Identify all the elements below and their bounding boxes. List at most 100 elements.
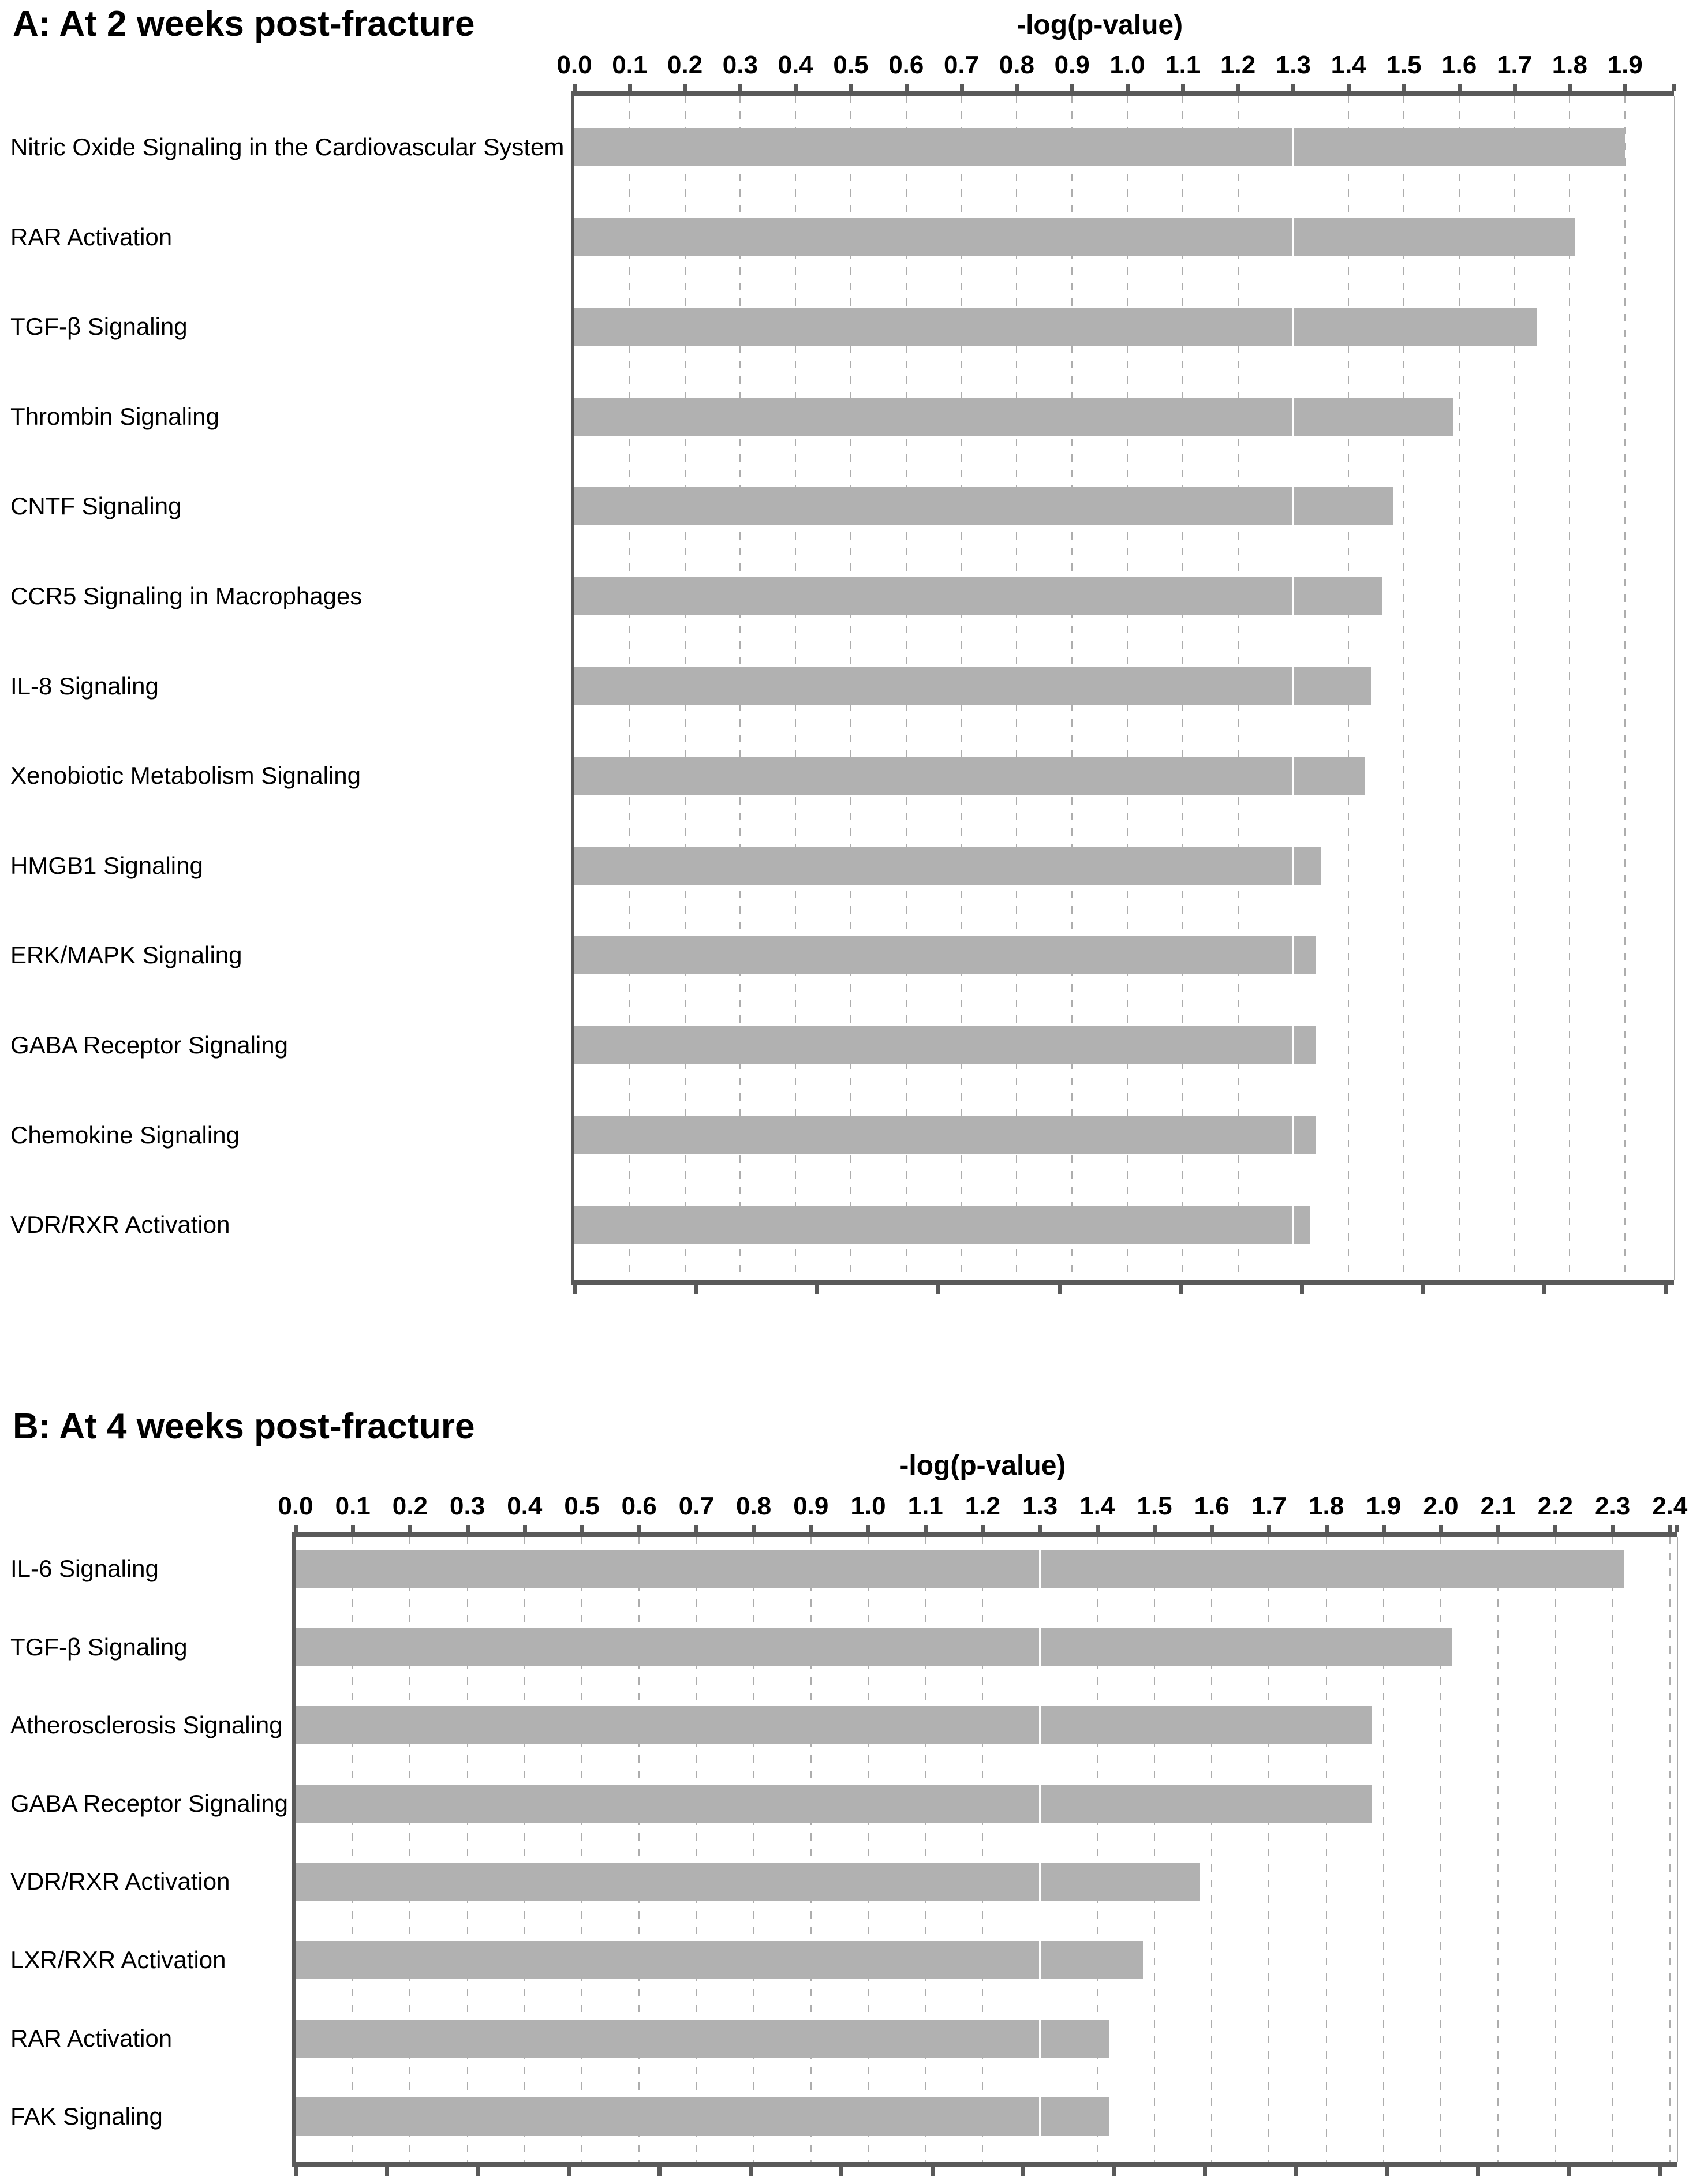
x-axis-tick-label: 1.2 [965,1492,1000,1520]
bottom-axis-tick [1567,2167,1571,2176]
x-axis-tick [1267,1525,1272,1532]
y-axis-line-left [571,91,574,1285]
x-axis-tick-label: 0.0 [556,51,592,79]
chart-a-section-title: A: At 2 weeks post-fracture [13,4,475,44]
x-axis-tick-label: 0.3 [450,1492,485,1520]
x-axis-tick [580,1525,584,1532]
category-label: VDR/RXR Activation [10,1211,230,1239]
bottom-axis-tick [573,1285,577,1294]
bar [574,757,1365,795]
category-label: VDR/RXR Activation [10,1868,230,1895]
x-axis-tick [522,1525,527,1532]
x-axis-tick-label: 1.1 [907,1492,943,1520]
x-axis-tick-label: 0.5 [833,51,869,79]
category-label: Chemokine Signaling [10,1121,240,1149]
x-axis-tick [1291,84,1296,91]
bottom-axis-tick [1300,1285,1304,1294]
x-axis-tick-label: 0.2 [667,51,703,79]
gridline [1555,1537,1556,2162]
gridline [1096,1537,1098,2162]
bottom-axis-tick [294,2167,298,2176]
bar [574,577,1382,615]
x-axis-tick-label: 1.4 [1079,1492,1115,1520]
gridline [409,1537,411,2162]
x-axis-tick-label: 1.9 [1607,51,1643,79]
bottom-axis-tick [936,1285,940,1294]
x-axis-tick [1568,84,1572,91]
category-label: TGF-β Signaling [10,313,188,341]
gridline [1624,96,1626,1280]
gridline [925,1537,926,2162]
x-axis-tick [1457,84,1462,91]
gridline [1211,1537,1213,2162]
bottom-axis-tick [748,2167,753,2176]
x-axis-tick-label: 0.7 [678,1492,714,1520]
x-axis-tick-label: 0.8 [999,51,1034,79]
category-label: HMGB1 Signaling [10,851,203,879]
bottom-axis-tick [815,1285,819,1294]
x-axis-tick-label: 0.6 [888,51,924,79]
gridline [638,1537,640,2162]
bar [574,397,1454,436]
significance-threshold-line [1292,96,1294,1280]
x-axis-tick [1496,1525,1501,1532]
x-axis-tick-label: 0.6 [621,1492,657,1520]
plot-right-border [1677,1537,1678,2162]
x-axis-line-top [571,91,1674,96]
gridline [982,1537,984,2162]
x-axis-tick-label: 1.3 [1275,51,1311,79]
category-label: GABA Receptor Signaling [10,1031,288,1059]
bar [296,2097,1109,2136]
bottom-axis-tick [384,2167,389,2176]
x-axis-tick-label: 2.1 [1480,1492,1516,1520]
x-axis-tick [794,84,798,91]
gridline [581,1537,582,2162]
x-axis-tick [1180,84,1185,91]
bottom-axis-tick [1021,2167,1025,2176]
bar [296,1784,1372,1823]
significance-threshold-line [1039,1537,1041,2162]
bar [574,1116,1316,1154]
x-axis-tick [904,84,909,91]
x-axis-tick [1439,1525,1443,1532]
bottom-axis-tick [1385,2167,1389,2176]
x-axis-tick-label: 0.5 [564,1492,600,1520]
gridline [810,1537,812,2162]
bottom-axis-tick [1112,2167,1116,2176]
x-axis-tick [1668,1525,1672,1532]
x-axis-tick-label: 1.5 [1386,51,1422,79]
plot-right-border [1674,96,1675,1280]
bottom-axis-tick [1542,1285,1546,1294]
x-axis-tick [465,1525,470,1532]
bottom-axis-tick [839,2167,843,2176]
bar [574,936,1316,975]
x-axis-tick-label: 0.9 [1054,51,1090,79]
x-axis-tick [1038,1525,1042,1532]
category-label: Atherosclerosis Signaling [10,1711,283,1739]
x-axis-tick [294,1525,298,1532]
x-axis-tick-label: 1.8 [1552,51,1587,79]
x-axis-tick [1324,1525,1329,1532]
bottom-axis-tick [566,2167,571,2176]
bottom-axis-tick [1058,1285,1062,1294]
x-axis-tick [351,1525,356,1532]
x-axis-tick-label: 2.2 [1537,1492,1573,1520]
bar [574,218,1575,256]
gridline [1440,1537,1441,2162]
gridline [352,1537,354,2162]
bar [296,2019,1109,2058]
gridline [696,1537,697,2162]
x-axis-tick-label: 1.4 [1331,51,1366,79]
gridline [1514,96,1515,1280]
bar [574,1206,1310,1244]
bottom-axis-tick [657,2167,662,2176]
bar [574,667,1371,705]
gridline [1325,1537,1327,2162]
x-axis-tick-label: 0.2 [392,1492,428,1520]
x-axis-tick [866,1525,870,1532]
x-axis-tick [1347,84,1351,91]
x-axis-tick [573,84,577,91]
bar [296,1628,1452,1666]
